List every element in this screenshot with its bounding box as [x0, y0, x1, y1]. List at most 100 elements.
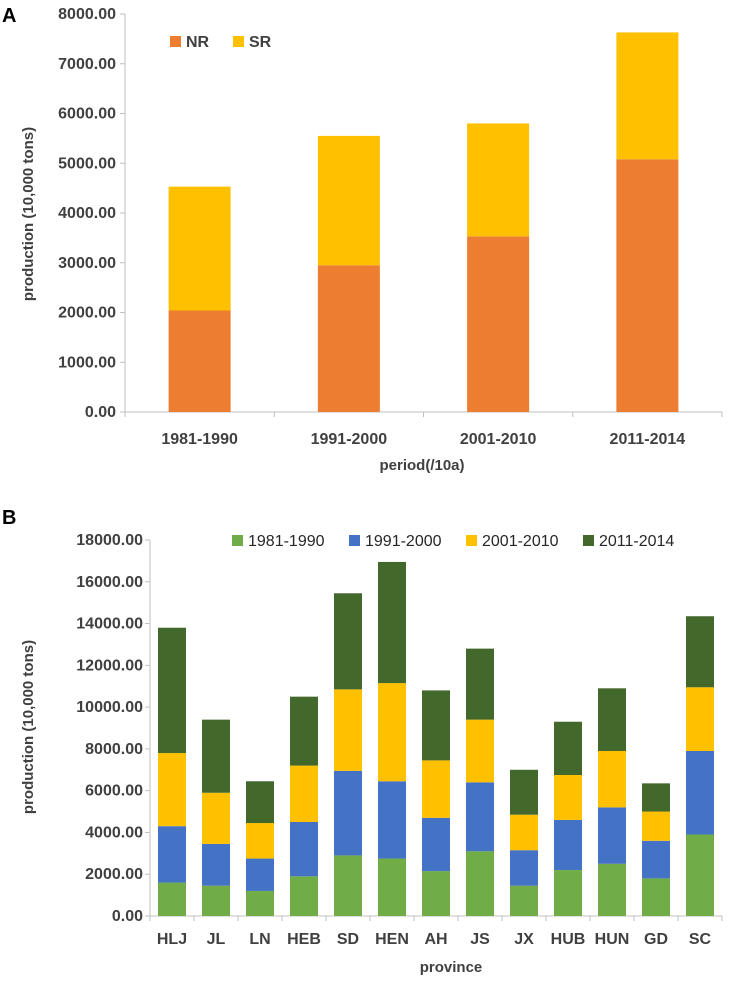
panel-b-bar-1991-2000-hun	[598, 807, 626, 864]
panel-b-bar-2001-2010-heb	[290, 765, 318, 822]
panel-b-x-tick-label: GD	[644, 931, 668, 948]
panel-b-bar-1991-2000-sd	[334, 770, 362, 856]
panel-a-ylabel: production (10,000 tons)	[20, 127, 37, 301]
panel-b-x-tick-label: HEB	[287, 931, 321, 948]
panel-b-bar-2001-2010-hub	[554, 775, 582, 820]
panel-b-bar-2001-2010-hlj	[158, 753, 186, 827]
panel-b-bar-2011-2014-hen	[378, 561, 406, 684]
panel-b-legend-label: 1981-1990	[248, 533, 325, 550]
panel-b-bar-2011-2014-hub	[554, 721, 582, 775]
panel-b-chart: 0.00 2000.00 4000.00 6000.00 8000.00 10000.00…	[76, 532, 723, 948]
panel-b-bar-2011-2014-jx	[510, 769, 538, 815]
panel-b-bar-2001-2010-js	[466, 719, 494, 783]
panel-b-y-tick-label: 4000.00	[85, 824, 143, 841]
panel-b-bar-2011-2014-sc	[686, 616, 714, 688]
panel-b-y-tick-label: 12000.00	[76, 657, 143, 674]
panel-b-legend-label: 1991-2000	[365, 533, 442, 550]
panel-a-chart: 0.00 1000.00 2000.00 3000.00 4000.00 5000.00 6…	[58, 6, 723, 448]
panel-b-bar-2011-2014-gd	[642, 783, 670, 812]
panel-b-xlabel: province	[420, 959, 483, 976]
panel-b-bar-2011-2014-ln	[246, 781, 274, 824]
panel-b-legend-label: 2001-2010	[482, 533, 559, 550]
panel-letter-a: A	[2, 5, 16, 27]
panel-b-bar-1981-1990-ah	[422, 871, 450, 916]
panel-b-bar-1981-1990-js	[466, 851, 494, 916]
panel-a-xlabel: period(/10a)	[379, 457, 464, 474]
panel-b-bar-1991-2000-hen	[378, 781, 406, 859]
panel-a-legend-label: NR	[186, 34, 210, 51]
panel-b-y-tick-label: 6000.00	[85, 783, 143, 800]
panel-b-bar-2001-2010-sc	[686, 687, 714, 751]
panel-b-bar-2011-2014-js	[466, 648, 494, 720]
panel-b-bar-2011-2014-jl	[202, 719, 230, 793]
panel-b-bar-1981-1990-sc	[686, 834, 714, 916]
panel-b-legend-swatch	[232, 535, 243, 546]
panel-a-x-tick-label: 1981-1990	[161, 431, 238, 448]
panel-a-legend-swatch	[233, 36, 244, 47]
panel-a-y-tick-label: 2000.00	[58, 305, 116, 322]
panel-a-y-tick-label: 1000.00	[58, 354, 116, 371]
panel-a-x-tick-label: 2011-2014	[610, 431, 686, 448]
panel-b-bar-2011-2014-hun	[598, 688, 626, 751]
panel-b-y-tick-label: 2000.00	[85, 866, 143, 883]
panel-a-bar-sr-2011-2014	[616, 32, 679, 160]
panel-b-bar-2001-2010-ah	[422, 760, 450, 818]
panel-b-bar-2001-2010-hun	[598, 750, 626, 808]
panel-b-bar-1991-2000-ln	[246, 858, 274, 891]
panel-b-bar-2011-2014-sd	[334, 593, 362, 690]
panel-b-x-tick-label: JS	[470, 931, 490, 948]
panel-a-legend-swatch	[170, 36, 181, 47]
panel-b-bar-1981-1990-jl	[202, 885, 230, 916]
panel-b-x-tick-label: SC	[689, 931, 712, 948]
panel-b-bar-1981-1990-heb	[290, 876, 318, 916]
panel-a-bar-sr-1981-1990	[168, 186, 231, 311]
panel-b-bar-1991-2000-ah	[422, 817, 450, 872]
panel-b-legend-label: 2011-2014	[599, 533, 674, 550]
panel-b-bar-1991-2000-js	[466, 782, 494, 852]
panel-b-bar-1991-2000-hlj	[158, 826, 186, 883]
panel-b-legend-swatch	[349, 535, 360, 546]
panel-a-bar-nr-1991-2000	[317, 265, 380, 412]
panel-a-bar-sr-2001-2010	[467, 123, 530, 237]
panel-a-bar-sr-1991-2000	[317, 135, 380, 266]
panel-b-x-tick-label: JX	[514, 931, 534, 948]
panel-b-x-tick-label: JL	[207, 931, 226, 948]
panel-b-bar-2001-2010-gd	[642, 811, 670, 841]
panel-b-bar-2001-2010-ln	[246, 823, 274, 859]
panel-b-y-tick-label: 10000.00	[76, 699, 143, 716]
panel-a-bar-nr-2001-2010	[467, 236, 530, 412]
panel-b-bar-1981-1990-hub	[554, 870, 582, 916]
panel-b-y-tick-label: 0.00	[112, 908, 143, 925]
panel-a-y-tick-label: 4000.00	[58, 205, 116, 222]
panel-b-bar-1981-1990-hlj	[158, 882, 186, 916]
panel-b-legend-swatch	[583, 535, 594, 546]
panel-a-y-tick-label: 7000.00	[58, 56, 116, 73]
panel-b-bar-2001-2010-jx	[510, 814, 538, 851]
panel-b-bar-2001-2010-sd	[334, 689, 362, 771]
panel-b-bar-1981-1990-sd	[334, 855, 362, 916]
panel-b-bar-1981-1990-gd	[642, 878, 670, 916]
panel-b-y-tick-label: 8000.00	[85, 741, 143, 758]
panel-a-y-tick-label: 0.00	[85, 404, 116, 421]
panel-a-y-tick-label: 6000.00	[58, 106, 116, 123]
panel-b-bar-2011-2014-ah	[422, 690, 450, 761]
panel-a-x-tick-label: 2001-2010	[460, 431, 537, 448]
panel-b-x-tick-label: SD	[337, 931, 359, 948]
panel-b-y-tick-label: 16000.00	[76, 574, 143, 591]
panel-letter-b: B	[2, 507, 16, 529]
panel-a-x-tick-label: 1991-2000	[311, 431, 388, 448]
panel-b-x-tick-label: HLJ	[157, 931, 187, 948]
panel-a-legend-label: SR	[249, 34, 272, 51]
panel-b-x-tick-label: HEN	[375, 931, 409, 948]
panel-b-x-tick-label: HUN	[595, 931, 630, 948]
panel-b-bar-1991-2000-gd	[642, 840, 670, 879]
panel-b-bar-1981-1990-jx	[510, 885, 538, 916]
panel-b-bar-1981-1990-hun	[598, 863, 626, 916]
panel-b-x-tick-label: HUB	[551, 931, 586, 948]
panel-b-bar-1991-2000-hub	[554, 819, 582, 871]
panel-b-bar-1991-2000-sc	[686, 750, 714, 835]
panel-b-x-tick-label: LN	[249, 931, 270, 948]
panel-b-ylabel: production (10,000 tons)	[20, 640, 37, 814]
panel-b-y-tick-label: 14000.00	[76, 616, 143, 633]
